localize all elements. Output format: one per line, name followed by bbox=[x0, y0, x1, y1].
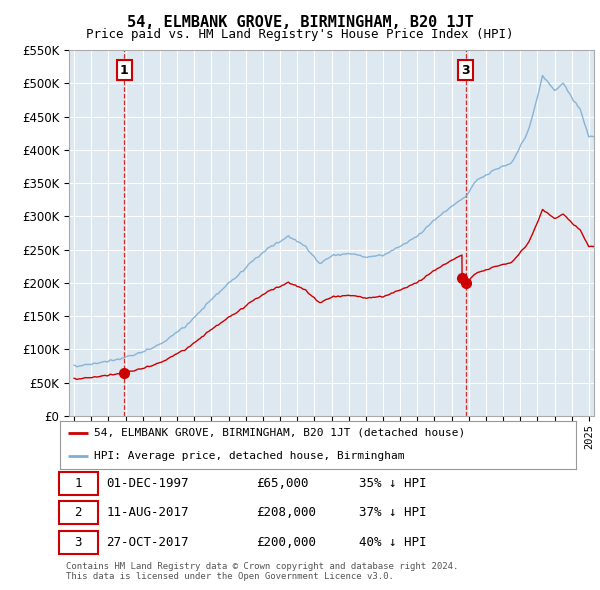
Text: 01-DEC-1997: 01-DEC-1997 bbox=[106, 477, 189, 490]
Text: 2: 2 bbox=[74, 506, 82, 519]
Text: 1: 1 bbox=[74, 477, 82, 490]
Text: 35% ↓ HPI: 35% ↓ HPI bbox=[359, 477, 427, 490]
FancyBboxPatch shape bbox=[59, 531, 98, 553]
FancyBboxPatch shape bbox=[59, 472, 98, 494]
Text: 3: 3 bbox=[461, 64, 470, 77]
Text: 37% ↓ HPI: 37% ↓ HPI bbox=[359, 506, 427, 519]
Text: £65,000: £65,000 bbox=[256, 477, 308, 490]
Text: 40% ↓ HPI: 40% ↓ HPI bbox=[359, 536, 427, 549]
Text: This data is licensed under the Open Government Licence v3.0.: This data is licensed under the Open Gov… bbox=[66, 572, 394, 581]
Text: £208,000: £208,000 bbox=[256, 506, 316, 519]
FancyBboxPatch shape bbox=[59, 502, 98, 524]
Text: 27-OCT-2017: 27-OCT-2017 bbox=[106, 536, 189, 549]
Text: Contains HM Land Registry data © Crown copyright and database right 2024.: Contains HM Land Registry data © Crown c… bbox=[66, 562, 458, 571]
Text: 54, ELMBANK GROVE, BIRMINGHAM, B20 1JT: 54, ELMBANK GROVE, BIRMINGHAM, B20 1JT bbox=[127, 15, 473, 30]
Text: HPI: Average price, detached house, Birmingham: HPI: Average price, detached house, Birm… bbox=[94, 451, 404, 461]
Text: £200,000: £200,000 bbox=[256, 536, 316, 549]
Text: 1: 1 bbox=[120, 64, 128, 77]
Text: Price paid vs. HM Land Registry's House Price Index (HPI): Price paid vs. HM Land Registry's House … bbox=[86, 28, 514, 41]
Text: 3: 3 bbox=[74, 536, 82, 549]
Text: 54, ELMBANK GROVE, BIRMINGHAM, B20 1JT (detached house): 54, ELMBANK GROVE, BIRMINGHAM, B20 1JT (… bbox=[94, 428, 465, 438]
Text: 11-AUG-2017: 11-AUG-2017 bbox=[106, 506, 189, 519]
